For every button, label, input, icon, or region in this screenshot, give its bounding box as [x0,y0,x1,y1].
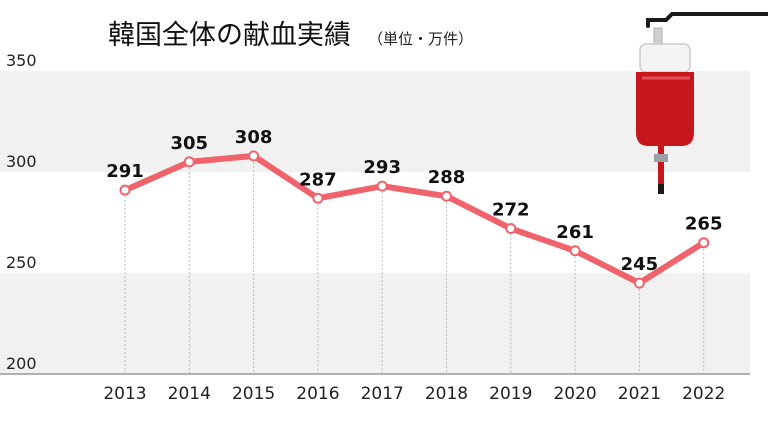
x-tick-label: 2017 [361,384,404,404]
data-label: 308 [235,127,273,148]
data-point [698,237,710,249]
data-point [633,277,645,289]
data-point [505,223,517,235]
data-label: 293 [363,157,401,178]
bag-neck [658,146,664,154]
data-point [183,156,195,168]
data-labels: 291 305 308 287 293 288 272 261 245 265 [106,127,722,275]
data-label: 288 [428,167,466,188]
data-point [569,245,581,257]
series-line [122,152,707,287]
y-tick-label: 300 [6,152,37,171]
x-tick-label: 2016 [296,384,339,404]
data-label: 245 [621,254,659,275]
data-points [119,150,710,289]
y-tick-label: 250 [6,253,37,272]
x-tick-labels: 2013 2014 2015 2016 2017 2018 2019 2020 2021 2022 [103,384,725,404]
hanger-hook [646,12,768,28]
x-tick-label: 2022 [682,384,725,404]
vertical-guide-lines [124,161,705,374]
tube [658,162,664,184]
valve [654,154,668,162]
x-tick-label: 2014 [168,384,211,404]
tube-tip [658,184,664,194]
y-tick-labels: 350 300 250 200 [6,51,37,373]
data-point [119,184,131,196]
unit-label: （単位・万件） [368,30,473,48]
data-label: 291 [106,161,144,182]
data-label: 261 [556,222,594,243]
data-label: 272 [492,200,530,221]
bag-body [636,72,694,146]
data-point [312,192,324,204]
x-tick-label: 2013 [103,384,146,404]
chart-title: 韓国全体の献血実績 [108,20,351,51]
data-label: 265 [685,214,723,235]
data-label: 287 [299,169,337,190]
x-tick-label: 2019 [489,384,532,404]
y-tick-label: 350 [6,51,37,70]
bag-clip [653,27,663,45]
data-point [248,150,260,162]
x-tick-label: 2021 [618,384,661,404]
x-tick-label: 2015 [232,384,275,404]
y-tick-label: 200 [6,354,37,373]
band-300-350 [0,71,750,172]
data-point [441,190,452,202]
bag-top [639,43,691,73]
x-tick-label: 2020 [553,384,596,404]
data-point [376,180,388,192]
x-tick-label: 2018 [425,384,468,404]
blood-bag-icon [636,12,768,194]
data-label: 305 [171,133,209,154]
